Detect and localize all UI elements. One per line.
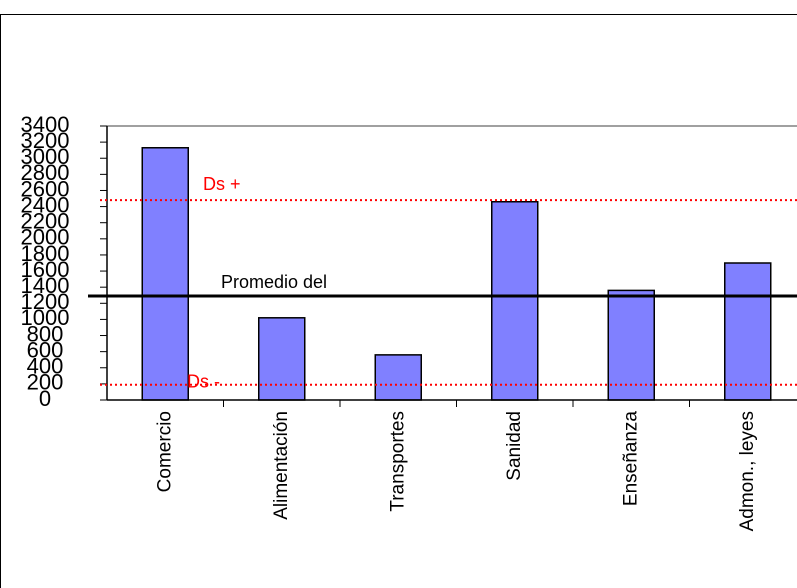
bar <box>607 289 655 401</box>
y-tick-label: 2800 <box>21 160 70 185</box>
bar <box>141 147 189 401</box>
bar <box>258 317 306 401</box>
y-tick-label: 1200 <box>21 289 70 314</box>
x-tick-label: Comercio <box>154 411 175 492</box>
x-tick-label: Alimentación <box>271 411 292 520</box>
x-tick-label: Sanidad <box>504 411 525 481</box>
bar <box>491 201 539 401</box>
y-tick-label: 800 <box>27 321 64 346</box>
y-tick-label: 3400 <box>21 112 70 137</box>
y-tick-label: 600 <box>27 337 64 362</box>
y-tick-label: 2200 <box>21 209 70 234</box>
y-tick-label: 2400 <box>21 192 70 217</box>
reference-label: Promedio del <box>221 272 327 292</box>
y-tick-label: 1600 <box>21 257 70 282</box>
y-tick-label: 0 <box>39 386 51 411</box>
y-tick-label: 2000 <box>21 225 70 250</box>
x-tick-label: Admon., leyes <box>737 411 758 531</box>
x-tick-label: Transportes <box>387 411 408 512</box>
bar <box>724 262 772 401</box>
y-tick-label: 400 <box>27 354 64 379</box>
y-tick-label: 1800 <box>21 241 70 266</box>
y-tick-label: 1400 <box>21 273 70 298</box>
y-tick-label: 2600 <box>21 176 70 201</box>
y-tick-label: 200 <box>27 370 64 395</box>
chart-border <box>0 14 797 588</box>
reference-label: Ds - <box>187 371 220 391</box>
x-tick-label: Enseñanza <box>620 411 641 507</box>
y-tick-label: 3000 <box>21 144 70 169</box>
y-tick-label: 1000 <box>21 305 70 330</box>
reference-label: Ds + <box>203 174 241 194</box>
y-tick-label: 3200 <box>21 128 70 153</box>
bar <box>374 354 422 401</box>
